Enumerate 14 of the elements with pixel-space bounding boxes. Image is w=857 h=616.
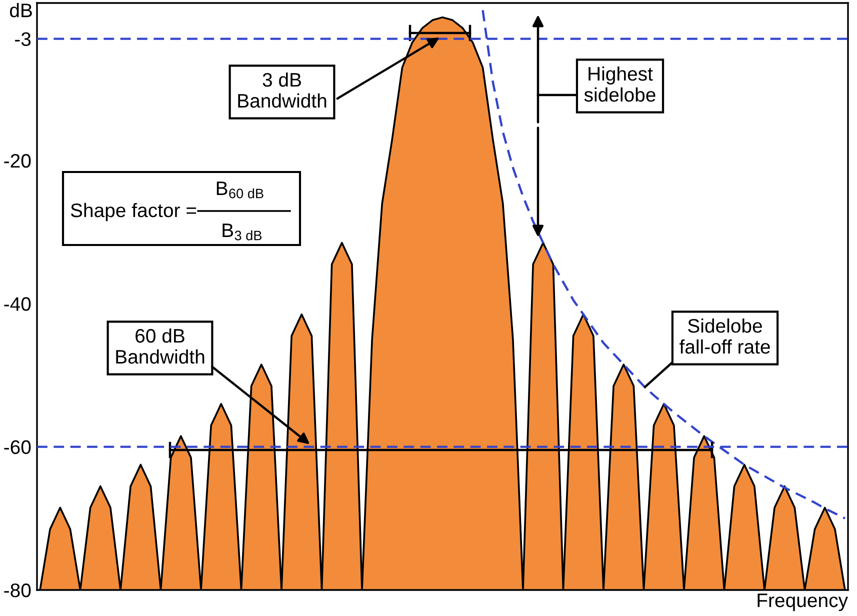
annotation: 60 dB Bandwidth: [116, 328, 204, 364]
annotation: Shape factor =: [70, 202, 196, 222]
annotation: Sidelobe fall-off rate: [680, 318, 770, 354]
y-tick-label: -20: [4, 154, 31, 168]
y-tick-label: -60: [4, 440, 31, 454]
annotation: Highest sidelobe: [584, 66, 656, 102]
y-tick-label: -3: [15, 32, 31, 46]
y-axis-title: dB: [10, 3, 32, 18]
annotation: 3 dB Bandwidth: [238, 72, 326, 108]
y-tick-label: -40: [4, 297, 31, 311]
y-tick-label: -80: [4, 583, 31, 598]
annotation: B$_{60 dB}$: [216, 182, 264, 198]
annotation: B$_{3 dB}$: [222, 224, 262, 240]
x-axis-title: Frequency: [758, 594, 848, 612]
